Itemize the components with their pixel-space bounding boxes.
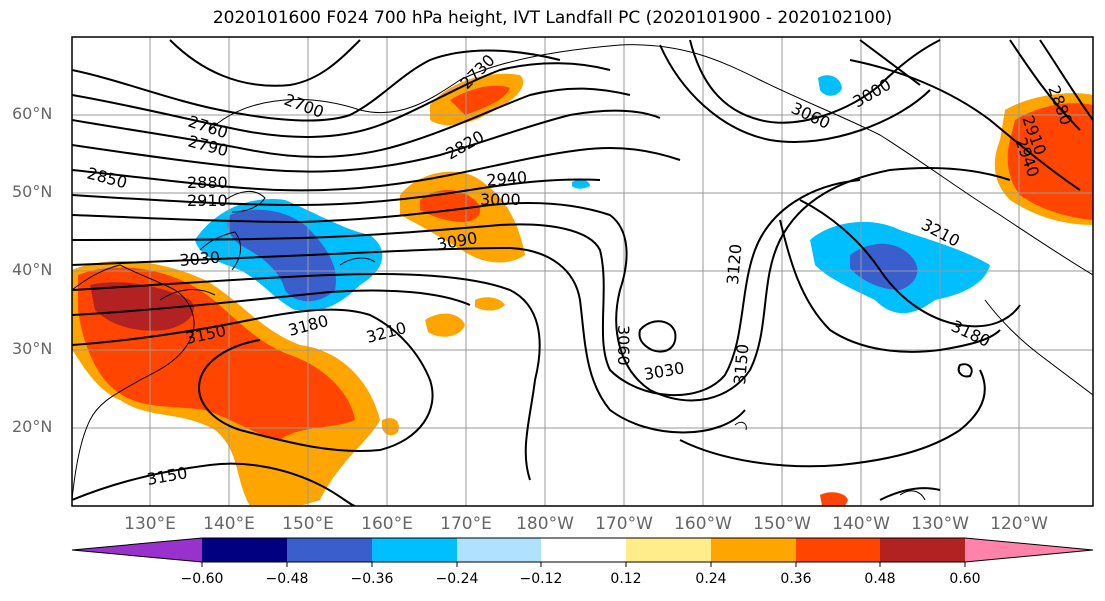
map-frame bbox=[71, 36, 1094, 507]
coastlines bbox=[72, 44, 1093, 501]
lon-label: 170°E bbox=[440, 514, 492, 534]
contour-label: 2940 bbox=[486, 168, 528, 190]
lon-label: 160°E bbox=[361, 514, 413, 534]
colorbar-tick-label: 0.60 bbox=[949, 571, 981, 587]
lon-label: 140°E bbox=[203, 514, 255, 534]
colorbar-tick-label: −0.12 bbox=[519, 571, 563, 587]
colorbar-segment bbox=[372, 538, 457, 562]
lon-label: 160°W bbox=[674, 514, 732, 534]
colorbar-extend-low bbox=[72, 538, 202, 562]
contour-label: 3000 bbox=[480, 190, 521, 209]
lat-label: 30°N bbox=[12, 339, 53, 358]
contour-label: 2880 bbox=[187, 173, 228, 192]
lon-label: 170°W bbox=[595, 514, 653, 534]
contour-label: 3120 bbox=[723, 243, 745, 285]
colorbar-tick-label: −0.60 bbox=[180, 571, 224, 587]
colorbar-extend-high bbox=[965, 538, 1093, 562]
lon-label: 130°W bbox=[911, 514, 969, 534]
lat-label: 60°N bbox=[12, 104, 53, 123]
colorbar-segment bbox=[880, 538, 965, 562]
colorbar bbox=[71, 537, 1094, 567]
contour-label: 3060 bbox=[614, 325, 633, 366]
lon-label: 140°W bbox=[832, 514, 890, 534]
height-contours bbox=[72, 39, 1093, 506]
colorbar-tick-label: −0.36 bbox=[350, 571, 394, 587]
lat-label: 20°N bbox=[12, 417, 53, 436]
colorbar-tick-label: 0.36 bbox=[780, 571, 812, 587]
colorbar-segment bbox=[541, 538, 626, 562]
contour-label: 3150 bbox=[730, 343, 752, 385]
lon-label: 180°W bbox=[516, 514, 574, 534]
colorbar-tick-label: 0.48 bbox=[864, 571, 896, 587]
graticule bbox=[72, 37, 1093, 506]
colorbar-tick-label: −0.48 bbox=[265, 571, 309, 587]
colorbar-segment bbox=[711, 538, 796, 562]
lon-label: 150°W bbox=[753, 514, 811, 534]
colorbar-tick-label: 0.12 bbox=[610, 571, 642, 587]
lon-label: 150°E bbox=[282, 514, 334, 534]
colorbar-tick-label: 0.24 bbox=[695, 571, 727, 587]
colorbar-segment bbox=[287, 538, 372, 562]
map-title: 2020101600 F024 700 hPa height, IVT Land… bbox=[212, 8, 893, 28]
lon-label: 120°W bbox=[990, 514, 1048, 534]
lat-label: 40°N bbox=[12, 260, 53, 279]
colorbar-tick-label: −0.24 bbox=[435, 571, 479, 587]
colorbar-segment bbox=[457, 538, 541, 562]
contour-label: 3030 bbox=[179, 248, 221, 270]
colorbar-segment bbox=[202, 538, 287, 562]
colorbar-segment bbox=[626, 538, 711, 562]
contour-label: 2910 bbox=[187, 191, 228, 210]
colorbar-segment bbox=[796, 538, 880, 562]
lat-label: 50°N bbox=[12, 182, 53, 201]
lon-label: 130°E bbox=[124, 514, 176, 534]
